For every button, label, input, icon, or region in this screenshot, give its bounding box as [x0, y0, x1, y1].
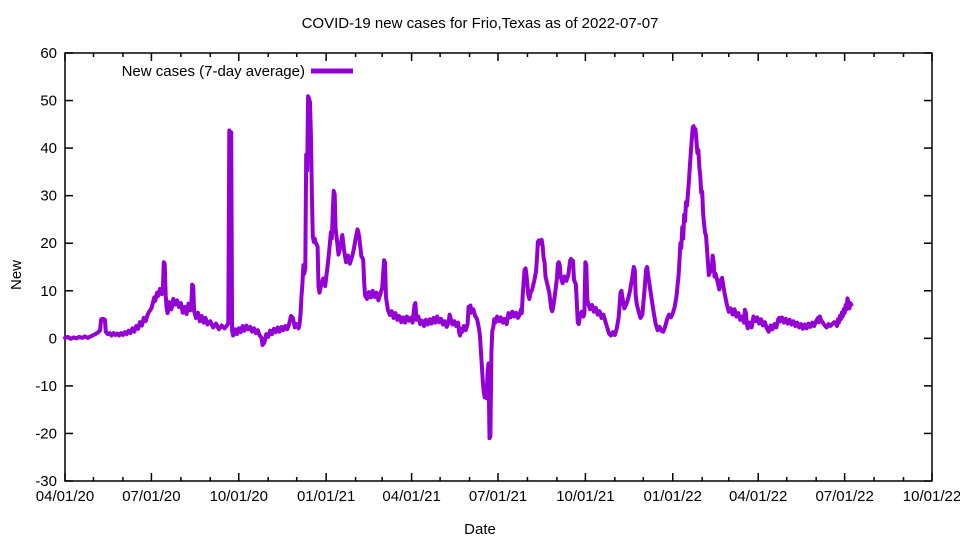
- legend-label: New cases (7-day average): [121, 63, 305, 80]
- y-tick-label: 50: [40, 93, 57, 110]
- y-tick-label: 10: [40, 283, 57, 300]
- y-axis-label: New: [8, 259, 25, 290]
- x-tick-label: 01/01/21: [297, 488, 355, 505]
- x-tick-label: 04/01/22: [729, 488, 787, 505]
- y-tick-label: 30: [40, 188, 57, 205]
- x-tick-label: 10/01/20: [210, 488, 268, 505]
- x-tick-label: 10/01/21: [556, 488, 614, 505]
- y-tick-label: 0: [49, 330, 57, 347]
- y-tick-label: 60: [40, 45, 57, 62]
- x-tick-label: 01/01/22: [644, 488, 702, 505]
- data-line-new-cases: [63, 94, 854, 441]
- x-tick-label: 07/01/20: [122, 488, 180, 505]
- x-tick-label: 07/01/21: [469, 488, 527, 505]
- y-tick-label: -10: [35, 378, 57, 395]
- x-tick-label: 10/01/22: [903, 488, 960, 505]
- x-tick-label: 04/01/20: [36, 488, 94, 505]
- y-tick-label: -20: [35, 425, 57, 442]
- x-tick-label: 07/01/22: [815, 488, 873, 505]
- y-tick-label: 40: [40, 140, 57, 157]
- plot-border: [64, 52, 933, 482]
- y-tick-label: -30: [35, 473, 57, 490]
- x-axis-label: Date: [464, 521, 496, 538]
- y-tick-label: 20: [40, 235, 57, 252]
- chart-title: COVID-19 new cases for Frio,Texas as of …: [301, 15, 659, 32]
- x-tick-label: 04/01/21: [382, 488, 440, 505]
